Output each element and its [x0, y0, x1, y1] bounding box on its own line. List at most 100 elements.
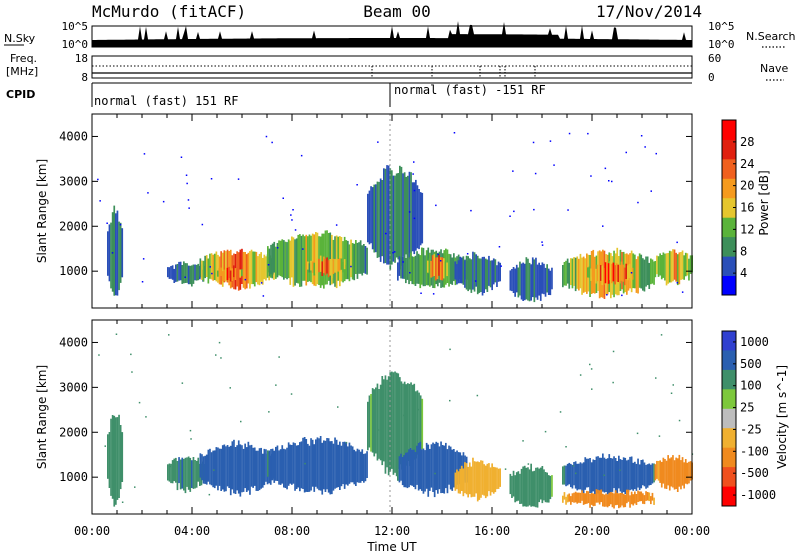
power-echo-cell	[678, 252, 681, 285]
power-echo-cell	[183, 261, 185, 284]
velocity-echo-cell	[531, 471, 534, 507]
power-echo-cell	[119, 222, 122, 283]
velocity-echo-cell	[398, 456, 401, 483]
velocity-echo-cell	[488, 463, 490, 492]
velocity-speckle	[672, 384, 674, 386]
power-echo-cell	[358, 242, 360, 274]
velocity-echo-cell	[408, 383, 411, 467]
velocity-echo-cell	[610, 492, 612, 505]
velocity-echo-cell	[399, 377, 401, 465]
power-echo-cell	[355, 240, 357, 274]
velocity-colorbar-step	[722, 467, 736, 487]
power-echo-cell	[457, 260, 460, 284]
power-speckle	[106, 222, 108, 224]
power-echo-cell	[603, 268, 605, 285]
velocity-echo-cell	[299, 442, 301, 492]
power-echo-cell	[391, 170, 393, 265]
velocity-echo-cell	[562, 466, 564, 485]
power-echo-cell	[606, 264, 608, 282]
velocity-echo-cell	[176, 461, 179, 491]
velocity-echo-cell	[622, 493, 625, 508]
velocity-echo-cell	[536, 467, 539, 508]
velocity-echo-cell	[491, 463, 493, 493]
velocity-echo-cell	[364, 453, 367, 482]
power-echo-cell	[415, 179, 417, 251]
velocity-y-tick-label: 4000	[59, 335, 88, 349]
velocity-echo-cell	[650, 464, 652, 485]
velocity-speckle	[345, 441, 348, 444]
power-echo-cell	[319, 255, 322, 272]
time-tick-label: 20:00	[574, 524, 610, 538]
velocity-echo-cell	[683, 462, 685, 489]
power-speckle	[435, 204, 437, 207]
power-echo-cell	[242, 251, 245, 288]
power-echo-cell	[316, 258, 319, 273]
power-echo-cell	[273, 241, 276, 273]
velocity-echo-cell	[535, 467, 537, 508]
velocity-echo-cell	[242, 448, 245, 492]
velocity-echo-cell	[197, 457, 200, 482]
power-echo-cell	[241, 269, 243, 277]
velocity-echo-cell	[686, 462, 689, 485]
velocity-echo-cell	[267, 450, 269, 477]
velocity-echo-cell	[217, 447, 219, 491]
power-echo-region	[454, 251, 501, 296]
power-echo-cell	[405, 258, 407, 284]
velocity-echo-cell	[284, 449, 287, 488]
velocity-echo-cell	[409, 448, 412, 486]
power-echo-cell	[204, 255, 206, 279]
velocity-echo-cell	[456, 469, 458, 490]
power-speckle	[650, 190, 652, 192]
power-echo-cell	[566, 258, 569, 284]
velocity-speckle	[603, 474, 605, 476]
velocity-echo-cell	[179, 459, 182, 490]
power-echo-cell	[656, 255, 658, 275]
power-speckle	[356, 184, 358, 186]
velocity-echo-cell	[520, 468, 523, 504]
power-echo-cell	[664, 253, 666, 281]
velocity-speckle	[181, 382, 184, 384]
velocity-echo-cell	[681, 457, 684, 486]
velocity-echo-cell	[574, 461, 577, 489]
velocity-speckle	[114, 491, 116, 493]
velocity-echo-cell	[632, 494, 635, 506]
power-echo-cell	[576, 256, 579, 289]
power-echo-cell	[383, 168, 385, 264]
velocity-speckle	[449, 348, 451, 351]
velocity-echo-cell	[614, 458, 617, 495]
velocity-echo-cell	[689, 461, 692, 481]
velocity-echo-cell	[546, 472, 548, 503]
power-speckle	[377, 141, 379, 143]
power-echo-cell	[675, 252, 677, 282]
velocity-speckle	[190, 438, 192, 440]
power-echo-cell	[421, 192, 424, 244]
velocity-echo-cell	[237, 440, 240, 494]
velocity-echo-cell	[234, 447, 237, 494]
power-speckle	[437, 253, 439, 256]
velocity-echo-cell	[643, 495, 646, 505]
power-echo-cell	[168, 267, 171, 279]
power-echo-cell	[431, 255, 434, 277]
velocity-echo-cell	[249, 445, 251, 495]
velocity-echo-cell	[605, 459, 607, 492]
power-speckle	[676, 282, 679, 284]
power-echo-cell	[484, 258, 487, 290]
power-echo-cell	[520, 263, 523, 300]
power-echo-cell	[313, 262, 316, 276]
power-echo-region	[509, 257, 553, 303]
power-echo-cell	[260, 252, 262, 282]
velocity-speckle	[337, 406, 339, 408]
velocity-echo-cell	[268, 450, 271, 479]
velocity-speckle	[636, 432, 639, 435]
noise-search-trace	[91, 41, 693, 45]
power-echo-cell	[535, 257, 537, 298]
velocity-echo-cell	[358, 449, 360, 483]
velocity-echo-cell	[630, 491, 633, 505]
velocity-speckle	[169, 465, 172, 468]
velocity-echo-cell	[446, 449, 449, 494]
power-speckle	[291, 219, 293, 221]
velocity-echo-cell	[400, 453, 402, 481]
velocity-echo-cell	[457, 471, 460, 494]
power-echo-cell	[417, 253, 420, 284]
power-echo-cell	[334, 259, 336, 273]
